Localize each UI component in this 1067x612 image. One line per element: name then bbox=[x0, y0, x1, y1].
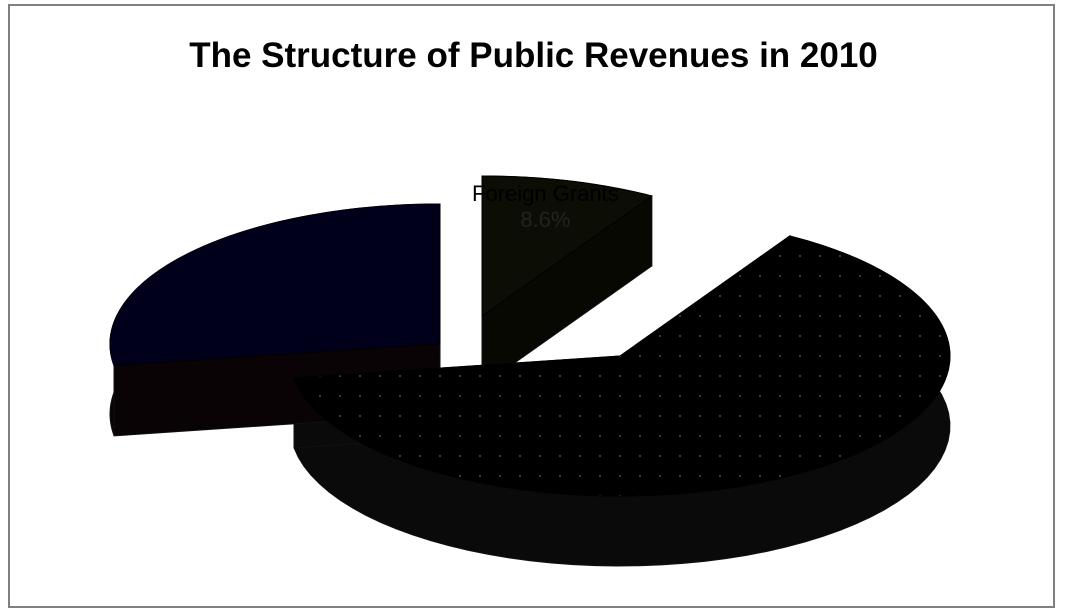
chart-frame: The Structure of Public Revenues in 2010… bbox=[8, 4, 1055, 608]
pie-slice-2 bbox=[109, 203, 441, 367]
chart-title: The Structure of Public Revenues in 2010 bbox=[189, 36, 878, 75]
pie-slice-0 bbox=[481, 175, 653, 317]
pie-slice-1 bbox=[293, 235, 951, 497]
slice-label-0: Foreign Grants bbox=[472, 181, 619, 206]
slice-value-label-0: 8.6% bbox=[520, 207, 570, 232]
